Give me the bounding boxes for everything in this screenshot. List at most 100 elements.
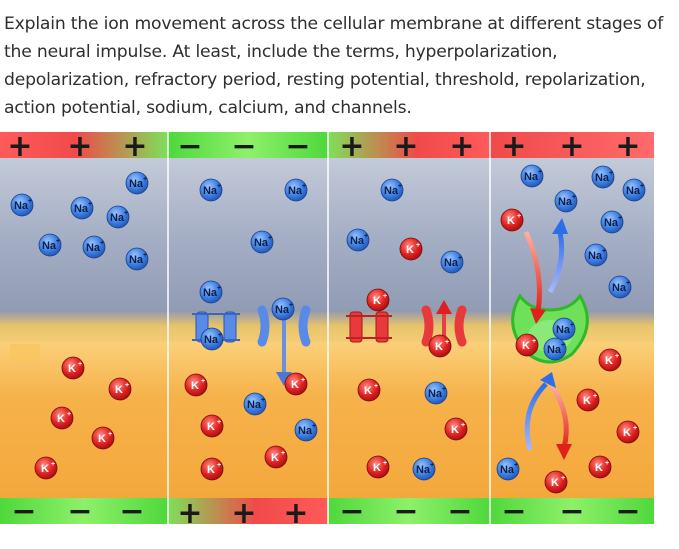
- charge-symbol: +: [67, 132, 92, 164]
- charge-symbol: +: [231, 496, 256, 524]
- charge-symbol: +: [7, 132, 32, 164]
- charge-symbol: +: [559, 132, 584, 164]
- charge-superscript: +: [561, 475, 565, 482]
- sodium-label: Na: [547, 344, 562, 356]
- potassium-label: K: [595, 462, 603, 474]
- panel-3-top-band: [328, 132, 490, 158]
- sodium-label: Na: [86, 242, 101, 254]
- sodium-influx-arrow: [276, 318, 292, 386]
- charge-superscript: +: [517, 213, 521, 220]
- sodium-ion: Na +: [284, 178, 308, 202]
- charge-symbol: −: [393, 494, 418, 524]
- charge-symbol: −: [119, 494, 144, 524]
- sodium-label: Na: [129, 178, 144, 190]
- charge-superscript: +: [289, 302, 293, 309]
- charge-symbol: +: [177, 496, 202, 524]
- sodium-ion: Na +: [199, 280, 223, 304]
- sodium-ion: Na +: [125, 247, 149, 271]
- charge-symbol: −: [231, 132, 256, 164]
- sodium-label: Na: [74, 203, 89, 215]
- charge-symbol: −: [67, 494, 92, 524]
- charge-superscript: +: [602, 248, 606, 255]
- charge-superscript: +: [605, 460, 609, 467]
- potassium-ion: K +: [61, 356, 85, 380]
- sodium-label: Na: [110, 212, 125, 224]
- sodium-label: Na: [444, 257, 459, 269]
- panel-3-bottom-band: [328, 498, 490, 524]
- sodium-ion: Na +: [554, 189, 578, 213]
- potassium-ion: K +: [444, 417, 468, 441]
- charge-superscript: +: [268, 235, 272, 242]
- sodium-label: Na: [626, 185, 641, 197]
- charge-symbol: −: [501, 494, 526, 524]
- potassium-ion: K +: [200, 457, 224, 481]
- charge-superscript: +: [201, 378, 205, 385]
- charge-superscript: +: [261, 397, 265, 404]
- charge-superscript: +: [217, 183, 221, 190]
- charge-symbol: −: [11, 494, 36, 524]
- potassium-ion: K +: [357, 378, 381, 402]
- potassium-label: K: [406, 244, 414, 256]
- potassium-label: K: [435, 341, 443, 353]
- potassium-label: K: [115, 384, 123, 396]
- potassium-label: K: [373, 295, 381, 307]
- sodium-label: Na: [42, 240, 57, 252]
- sodium-ion: Na +: [10, 193, 34, 217]
- sodium-label: Na: [275, 304, 290, 316]
- charge-symbol: +: [615, 132, 640, 164]
- panel-4-bottom-band: [490, 498, 654, 524]
- potassium-label: K: [291, 379, 299, 391]
- neural-impulse-diagram: + + + − − − + + + + + + − − − + + + − − …: [0, 132, 654, 524]
- sodium-ion: Na +: [346, 228, 370, 252]
- charge-symbol: +: [449, 132, 474, 164]
- sodium-ion: Na +: [600, 210, 624, 234]
- sodium-ion: Na +: [294, 418, 318, 442]
- sodium-ion: Na +: [250, 230, 274, 254]
- charge-symbol: +: [393, 132, 418, 164]
- charge-superscript: +: [88, 201, 92, 208]
- charge-superscript: +: [609, 170, 613, 177]
- panel-2-top-band: [168, 132, 328, 158]
- sodium-ion: Na +: [106, 205, 130, 229]
- charge-superscript: +: [218, 332, 222, 339]
- sodium-label: Na: [558, 196, 573, 208]
- charge-superscript: +: [383, 293, 387, 300]
- charge-superscript: +: [217, 285, 221, 292]
- ions-layer: Na +Na +Na +Na +Na +Na +Na +Na + Na +Na +Na +Na +Na +N…: [10, 164, 646, 494]
- potassium-ion: K +: [284, 372, 308, 396]
- charge-symbol: −: [615, 494, 640, 524]
- charge-superscript: +: [125, 382, 129, 389]
- charge-superscript: +: [78, 361, 82, 368]
- sodium-ion: Na +: [440, 250, 464, 274]
- potassium-ion: K +: [184, 373, 208, 397]
- sodium-ion: Na +: [200, 327, 224, 351]
- sodium-ion: Na +: [82, 235, 106, 259]
- charge-symbol: −: [447, 494, 472, 524]
- potassium-label: K: [68, 363, 76, 375]
- potassium-ion: K +: [366, 455, 390, 479]
- intracellular-region: [0, 342, 654, 498]
- sodium-label: Na: [129, 254, 144, 266]
- potassium-ion: K +: [598, 348, 622, 372]
- sodium-ion: Na +: [622, 178, 646, 202]
- charge-superscript: +: [561, 342, 565, 349]
- potassium-label: K: [41, 463, 49, 475]
- charge-superscript: +: [28, 198, 32, 205]
- potassium-ion: K +: [34, 456, 58, 480]
- sodium-ion: Na +: [520, 164, 544, 188]
- sodium-ion: Na +: [70, 196, 94, 220]
- panel-2-top-charges: − − −: [177, 132, 310, 164]
- charge-superscript: +: [301, 377, 305, 384]
- charge-superscript: +: [416, 242, 420, 249]
- charge-superscript: +: [100, 240, 104, 247]
- sodium-ion: Na +: [38, 233, 62, 257]
- charge-superscript: +: [312, 423, 316, 430]
- panel-4-top-charges: + + +: [501, 132, 640, 164]
- sodium-label: Na: [500, 464, 515, 476]
- charge-superscript: +: [514, 462, 518, 469]
- sodium-ion: Na +: [380, 178, 404, 202]
- charge-superscript: +: [67, 411, 71, 418]
- potassium-ion: K +: [616, 420, 640, 444]
- panel-3-top-charges: + + +: [339, 132, 474, 164]
- potassium-label: K: [605, 355, 613, 367]
